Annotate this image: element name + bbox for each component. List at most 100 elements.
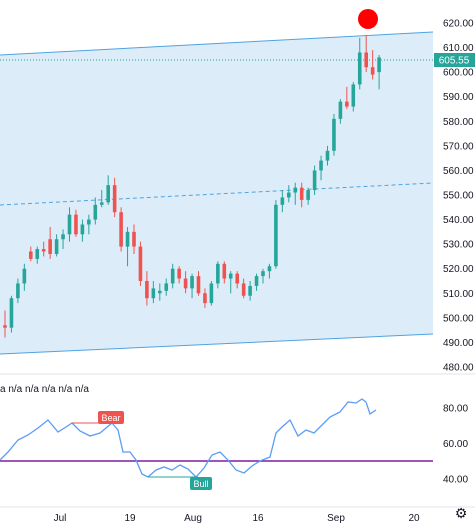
candle-body bbox=[158, 290, 162, 294]
price-tick-label: 550.00 bbox=[443, 191, 474, 202]
indicator-header: a n/a n/a n/a n/a n/a bbox=[0, 384, 89, 395]
candle-body bbox=[29, 251, 33, 259]
time-tick-label: 19 bbox=[124, 513, 136, 524]
candle-body bbox=[241, 283, 246, 296]
last-price-value: 605.55 bbox=[439, 56, 470, 67]
candle-body bbox=[145, 281, 149, 299]
candle-body bbox=[125, 231, 130, 247]
candle-body bbox=[261, 271, 265, 277]
time-tick-label: 16 bbox=[252, 513, 264, 524]
channel-middle-line[interactable] bbox=[0, 182, 434, 206]
bear-label-box bbox=[98, 411, 124, 424]
price-axis[interactable]: 620.00 610.00 600.00 590.00 580.00 570.00 560.… bbox=[443, 19, 474, 374]
settings-gear-icon[interactable]: ⚙ bbox=[454, 506, 468, 522]
channel-upper-line[interactable] bbox=[0, 31, 434, 56]
indicator-axis[interactable]: 80.00 60.00 40.00 bbox=[443, 404, 468, 486]
price-tick-label: 570.00 bbox=[443, 141, 474, 152]
time-tick-label: 20 bbox=[408, 513, 420, 524]
candle-body bbox=[151, 288, 156, 299]
candle-body bbox=[183, 278, 188, 289]
candle-body bbox=[138, 246, 143, 281]
candle-body bbox=[112, 185, 117, 213]
candle-body bbox=[228, 273, 233, 279]
candle-body bbox=[357, 52, 362, 85]
candle-body bbox=[299, 187, 304, 200]
price-tick-label: 560.00 bbox=[443, 166, 474, 177]
bull-label: Bull bbox=[193, 479, 208, 489]
candle-body bbox=[274, 204, 278, 267]
channel-lower-line[interactable] bbox=[0, 333, 434, 355]
candle-body bbox=[306, 190, 310, 200]
candle-body bbox=[319, 160, 323, 171]
candle-body bbox=[209, 283, 214, 304]
last-price-tag bbox=[434, 53, 475, 67]
marker-dot[interactable] bbox=[358, 9, 378, 29]
price-tick-label: 610.00 bbox=[443, 43, 474, 54]
time-axis[interactable]: Jul 19 Aug 16 Sep 20 bbox=[54, 513, 420, 524]
indicator-tick-label: 40.00 bbox=[443, 475, 468, 486]
price-tick-label: 540.00 bbox=[443, 215, 474, 226]
candle-body bbox=[325, 150, 330, 161]
candle-body bbox=[177, 268, 181, 279]
candle-body bbox=[216, 263, 220, 284]
candle-body bbox=[67, 214, 72, 235]
price-tick-label: 580.00 bbox=[443, 117, 474, 128]
candle-body bbox=[22, 268, 27, 284]
candle-body bbox=[345, 101, 349, 107]
candle-body bbox=[338, 101, 343, 119]
parallel-channel[interactable] bbox=[0, 31, 434, 355]
candle-body bbox=[164, 283, 169, 291]
indicator-tick-label: 60.00 bbox=[443, 439, 468, 450]
candle-body bbox=[280, 197, 285, 205]
price-tick-label: 490.00 bbox=[443, 338, 474, 349]
candle-body bbox=[61, 234, 65, 240]
candle-body bbox=[248, 285, 252, 296]
time-tick-label: Jul bbox=[54, 513, 67, 524]
candle-body bbox=[80, 224, 85, 235]
time-tick-label: Aug bbox=[184, 513, 202, 524]
indicator-tick-label: 80.00 bbox=[443, 404, 468, 415]
time-tick-label: Sep bbox=[327, 513, 345, 524]
indicator-line bbox=[0, 398, 377, 478]
candle-body bbox=[119, 212, 123, 247]
candle-body bbox=[267, 266, 272, 272]
candle-body bbox=[254, 276, 259, 286]
bear-label: Bear bbox=[101, 413, 120, 423]
candle-body bbox=[235, 273, 239, 284]
candle-body bbox=[35, 249, 40, 259]
price-tick-label: 530.00 bbox=[443, 240, 474, 251]
price-tick-label: 600.00 bbox=[443, 68, 474, 79]
candle-body bbox=[370, 67, 375, 75]
price-tick-label: 590.00 bbox=[443, 92, 474, 103]
candles-layer bbox=[3, 35, 381, 338]
candle-body bbox=[74, 214, 78, 235]
candle-body bbox=[190, 276, 194, 289]
candle-body bbox=[222, 263, 227, 279]
candle-body bbox=[377, 57, 381, 73]
candle-body bbox=[16, 283, 20, 299]
candle-body bbox=[99, 202, 104, 205]
candle-body bbox=[41, 249, 46, 252]
candle-body bbox=[106, 185, 110, 203]
candle-body bbox=[54, 239, 59, 254]
price-tick-label: 510.00 bbox=[443, 289, 474, 300]
candle-body bbox=[132, 231, 136, 247]
candle-body bbox=[293, 187, 298, 193]
channel-fill bbox=[0, 32, 433, 354]
price-tick-label: 480.00 bbox=[443, 363, 474, 374]
candle-body bbox=[170, 268, 175, 284]
candle-body bbox=[312, 170, 317, 191]
candle-body bbox=[48, 239, 52, 254]
price-tick-label: 500.00 bbox=[443, 313, 474, 324]
candle-body bbox=[196, 276, 201, 294]
candle-body bbox=[351, 84, 356, 107]
candle-body bbox=[287, 192, 291, 198]
candle-body bbox=[9, 298, 14, 328]
price-tick-label: 520.00 bbox=[443, 264, 474, 275]
bull-label-box bbox=[190, 477, 212, 490]
candle-body bbox=[364, 52, 368, 68]
price-tick-label: 620.00 bbox=[443, 19, 474, 30]
candle-body bbox=[93, 204, 98, 220]
candle-body bbox=[87, 219, 91, 225]
